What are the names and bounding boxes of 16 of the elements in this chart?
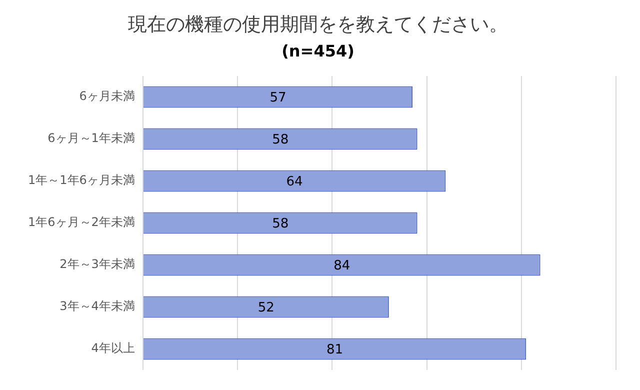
y-tick-label: 4年以上 — [91, 341, 135, 356]
data-label: 58 — [272, 216, 289, 232]
y-tick-label: 1年～1年6ヶ月未満 — [28, 173, 135, 188]
y-tick-label: 6ヶ月未満 — [79, 89, 135, 104]
y-tick-label: 1年6ヶ月～2年未満 — [28, 215, 135, 230]
y-tick-label: 2年～3年未満 — [60, 257, 135, 272]
chart-subtitle: (n=454) — [282, 42, 354, 61]
chart-title: 現在の機種の使用期間をを教えてください。 — [128, 13, 508, 36]
data-label: 81 — [326, 342, 344, 358]
data-label: 52 — [258, 300, 274, 316]
y-tick-label: 6ヶ月～1年未満 — [48, 131, 135, 146]
data-label: 58 — [272, 132, 289, 148]
y-tick-label: 3年～4年未満 — [60, 299, 135, 314]
data-label: 57 — [270, 90, 286, 106]
data-label: 64 — [286, 174, 303, 190]
data-label: 84 — [334, 258, 350, 274]
